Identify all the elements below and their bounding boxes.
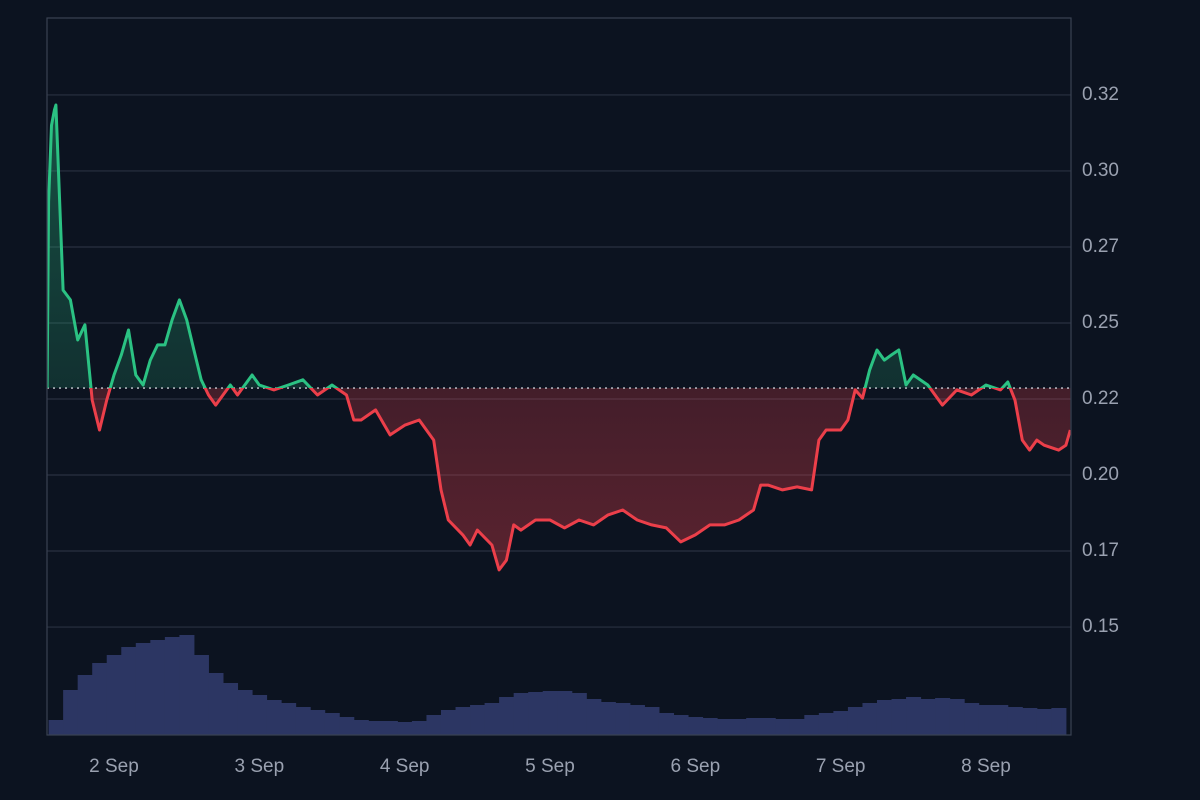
volume-bar [775, 719, 791, 735]
volume-bar [673, 715, 689, 735]
volume-bar [106, 655, 122, 735]
volume-bar [426, 715, 442, 735]
area-down [47, 388, 1071, 570]
volume-bar [164, 637, 180, 735]
volume-bar [499, 697, 515, 735]
volume-bar [63, 690, 79, 735]
volume-bar [208, 673, 224, 735]
volume-bar [978, 705, 994, 735]
x-tick-label: 2 Sep [89, 756, 139, 777]
y-tick-label: 0.25 [1082, 312, 1119, 333]
volume-bar [964, 703, 980, 735]
volume-bar [324, 713, 340, 735]
x-tick-label: 8 Sep [961, 756, 1011, 777]
volume-bar [411, 721, 427, 735]
volume-bar [615, 703, 631, 735]
volume-bar [1036, 709, 1052, 735]
volume-bar [92, 663, 108, 735]
volume-bar [688, 717, 704, 735]
volume-bar [906, 697, 922, 735]
volume-bar [789, 719, 805, 735]
volume-bar [513, 693, 529, 735]
volume-bar [935, 698, 951, 735]
volume-bar [266, 700, 282, 735]
volume-bar [382, 721, 398, 735]
volume-bar [339, 717, 355, 735]
volume-bar [862, 703, 878, 735]
volume-bar [222, 683, 239, 735]
price-line-up [47, 103, 1012, 389]
y-tick-label: 0.30 [1082, 160, 1119, 181]
volume-bar [193, 655, 209, 735]
volume-bar [281, 703, 297, 735]
volume-bar [717, 719, 733, 735]
y-tick-label: 0.20 [1082, 464, 1119, 485]
volume-bar [455, 707, 471, 735]
y-tick-label: 0.32 [1082, 84, 1119, 105]
volume-bar [542, 691, 558, 735]
volume-bar [1007, 707, 1023, 735]
volume-bar [440, 710, 457, 735]
volume-bar [658, 713, 675, 735]
volume-bar [252, 695, 268, 735]
volume-bar [48, 720, 64, 735]
volume-bar [1022, 708, 1038, 735]
volume-bar [295, 707, 311, 735]
volume-bar [121, 647, 137, 735]
volume-bar [470, 705, 486, 735]
volume-bar [353, 720, 369, 735]
volume-bar [397, 722, 413, 735]
volume-bar [484, 703, 500, 735]
volume-bar [644, 707, 660, 735]
volume-bar [760, 718, 776, 735]
x-tick-label: 5 Sep [525, 756, 575, 777]
volume-bar [310, 710, 326, 735]
volume-bar [586, 699, 602, 735]
volume-bar [368, 721, 384, 735]
volume-bar [993, 705, 1009, 735]
volume-bar [949, 699, 965, 735]
volume-bar [746, 718, 762, 735]
volume-bar [571, 693, 587, 735]
x-tick-label: 4 Sep [380, 756, 430, 777]
volume-bar [731, 719, 747, 735]
volume-bar [150, 640, 166, 735]
volume-bar [920, 699, 936, 735]
volume-bar [135, 643, 151, 735]
volume-bar [237, 690, 253, 735]
volume-bar [891, 699, 907, 735]
x-tick-label: 3 Sep [235, 756, 285, 777]
volume-bar [804, 715, 820, 735]
volume-bar [629, 705, 645, 735]
y-tick-label: 0.22 [1082, 388, 1119, 409]
x-tick-label: 7 Sep [816, 756, 866, 777]
y-tick-label: 0.27 [1082, 236, 1119, 257]
volume-bar [702, 718, 718, 735]
price-line-down [47, 388, 1071, 572]
volume-bar [876, 700, 893, 735]
volume-bar [1051, 708, 1067, 735]
volume-bar [833, 711, 849, 735]
volume-bar [847, 707, 863, 735]
y-tick-label: 0.15 [1082, 616, 1119, 637]
volume-bar [557, 691, 573, 735]
x-tick-label: 6 Sep [670, 756, 720, 777]
volume-bar [179, 635, 195, 735]
plot-frame [46, 17, 1072, 736]
volume-bar [528, 692, 544, 735]
volume-bar [818, 713, 834, 735]
volume-bar [600, 702, 616, 735]
y-tick-label: 0.17 [1082, 540, 1119, 561]
volume-bar [77, 675, 93, 735]
